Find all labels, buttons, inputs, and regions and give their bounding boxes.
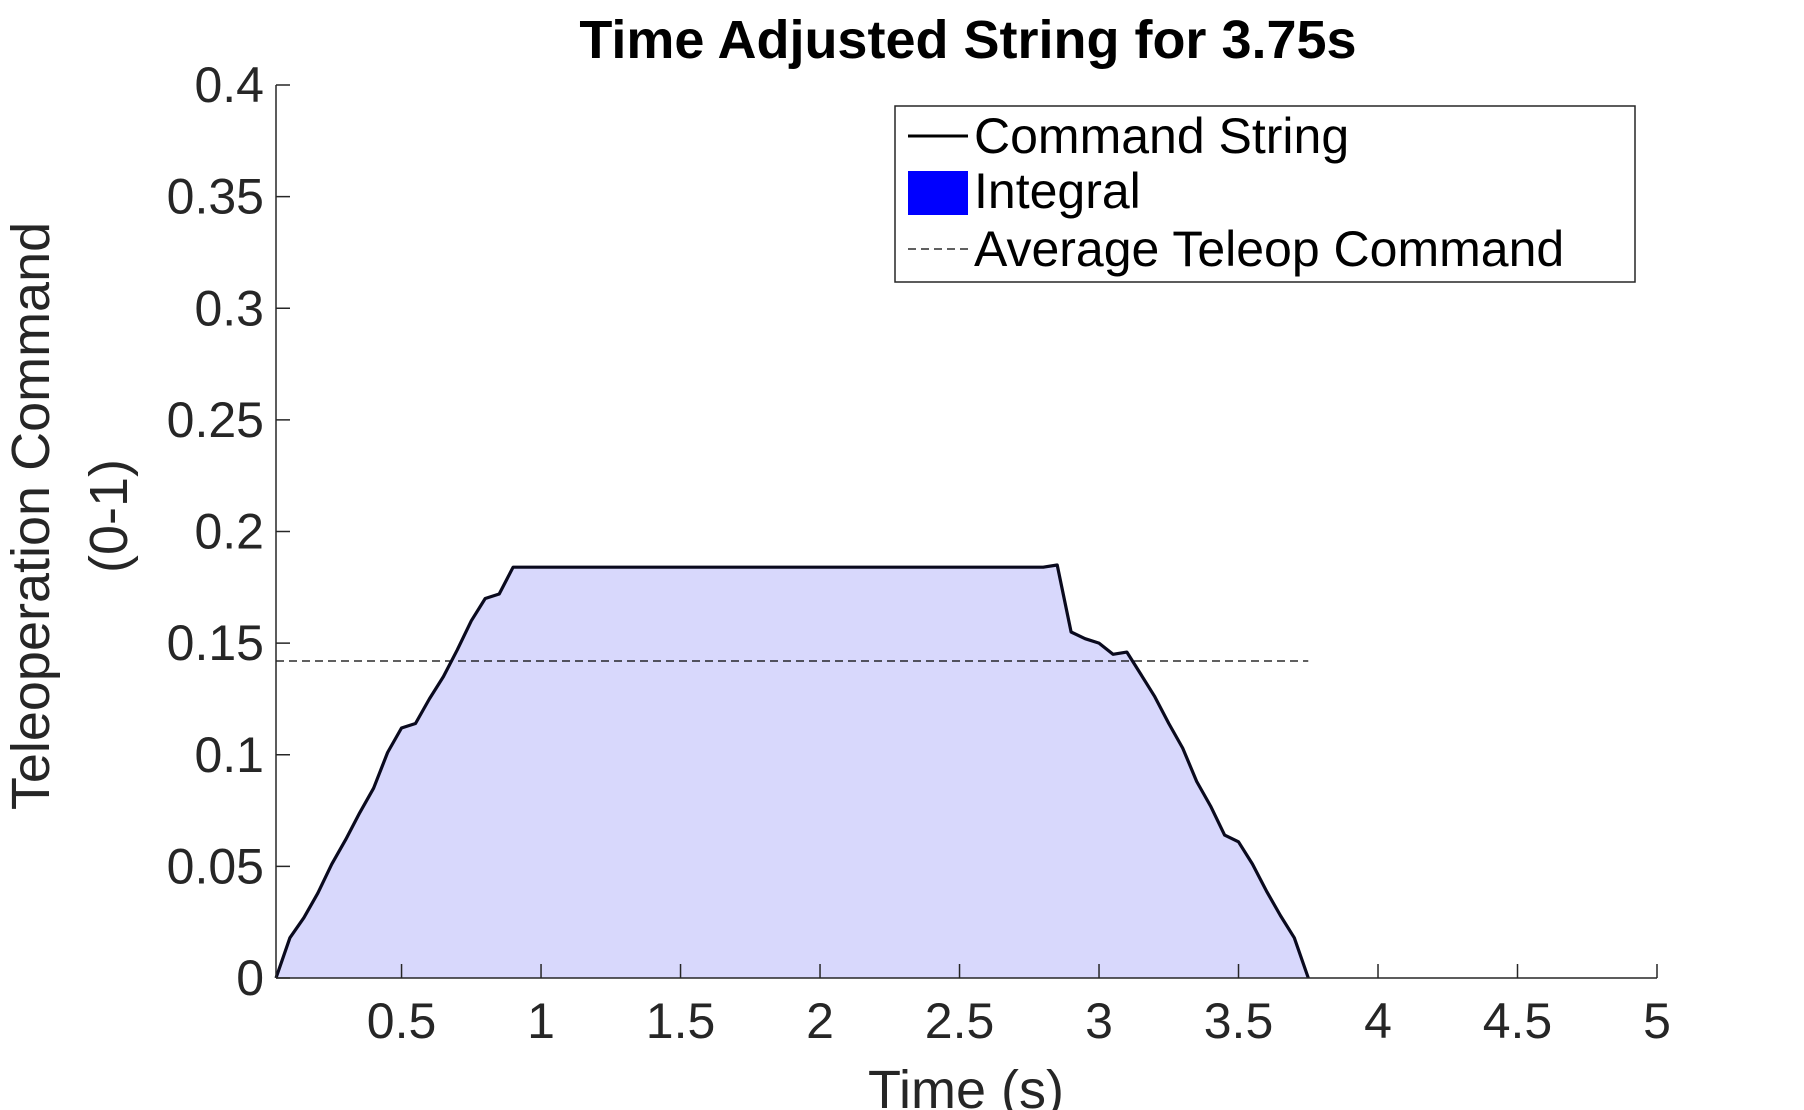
command-string-line [274, 563, 1310, 979]
y-tick-label: 0.1 [194, 727, 264, 783]
integral-area [276, 565, 1309, 978]
x-ticks: 0.5 1 1.5 2 2.5 3 3.5 4 4.5 5 [367, 964, 1671, 1049]
y-axis-label-line-1: Teleoperation Command [1, 222, 61, 810]
y-tick-label: 0.35 [167, 169, 264, 225]
x-tick-label: 3.5 [1204, 993, 1274, 1049]
y-tick-label: 0.05 [167, 838, 264, 894]
y-ticks: 0 0.05 0.1 0.15 0.2 0.25 0.3 0.35 0.4 [167, 57, 290, 1006]
x-tick-label: 4.5 [1483, 993, 1553, 1049]
y-tick-label: 0.15 [167, 615, 264, 671]
y-tick-label: 0.2 [194, 504, 264, 560]
legend-command-string-label: Command String [974, 108, 1349, 164]
chart-title: Time Adjusted String for 3.75s [579, 10, 1356, 70]
x-axis-label: Time (s) [868, 1060, 1064, 1110]
plot-area [274, 563, 1310, 979]
x-tick-label: 4 [1364, 993, 1392, 1049]
y-tick-label: 0.3 [194, 280, 264, 336]
y-tick-label: 0.4 [194, 57, 264, 113]
x-tick-label: 0.5 [367, 993, 437, 1049]
legend-box [894, 105, 1636, 283]
legend-average-label: Average Teleop Command [974, 221, 1564, 277]
legend-integral-label: Integral [974, 163, 1141, 219]
x-tick-label: 2.5 [925, 993, 995, 1049]
legend-integral-swatch [908, 171, 968, 215]
x-tick-label: 1 [527, 993, 555, 1049]
x-tick-label: 5 [1643, 993, 1671, 1049]
x-tick-label: 1.5 [646, 993, 716, 1049]
legend: Command String Integral Average Teleop C… [894, 105, 1636, 283]
y-tick-label: 0 [236, 950, 264, 1006]
y-axis: 0 0.05 0.1 0.15 0.2 0.25 0.3 0.35 0.4 [167, 57, 290, 1006]
x-tick-label: 3 [1085, 993, 1113, 1049]
x-axis: 0.5 1 1.5 2 2.5 3 3.5 4 4.5 5 [276, 964, 1671, 1049]
y-axis-label: Teleoperation Command (0-1) [1, 222, 139, 810]
x-tick-label: 2 [806, 993, 834, 1049]
y-tick-label: 0.25 [167, 392, 264, 448]
y-axis-label-line-2: (0-1) [79, 459, 139, 573]
